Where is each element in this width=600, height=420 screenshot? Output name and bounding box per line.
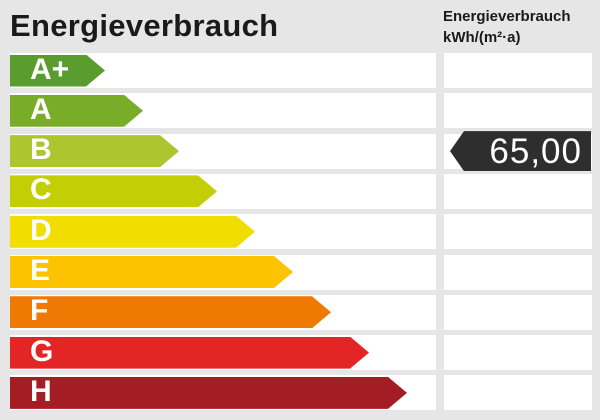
energy-class-label: F <box>30 294 49 328</box>
energy-class-label: A+ <box>30 52 70 86</box>
page-title: Energieverbrauch <box>10 8 279 43</box>
row-track-right <box>444 335 592 371</box>
row-track-right <box>444 254 592 290</box>
energy-class-arrow-g: G <box>10 337 369 369</box>
energy-class-arrow-h: H <box>10 377 407 409</box>
energy-class-arrow-d: D <box>10 216 255 248</box>
consumption-value-tag: 65,00 <box>450 131 591 172</box>
energy-class-label: E <box>30 254 51 287</box>
row-track-right <box>444 93 592 129</box>
energy-class-label: B <box>30 133 52 167</box>
row-track-right <box>444 53 592 88</box>
energy-class-arrow-aplus: A+ <box>10 55 105 87</box>
row-track-right <box>444 173 592 209</box>
energy-class-label: H <box>30 374 52 408</box>
row-track-right <box>444 294 592 330</box>
row-track-right <box>444 375 592 411</box>
row-track-right <box>444 214 592 250</box>
consumption-value: 65,00 <box>489 131 582 171</box>
energy-class-label: G <box>30 334 54 368</box>
energy-class-arrow-b: B <box>10 135 179 167</box>
value-axis-header: Energieverbrauch kWh/(m²·a) <box>443 6 571 48</box>
value-axis-header-line1: Energieverbrauch <box>443 8 571 25</box>
energy-class-arrow-e: E <box>10 256 293 288</box>
energy-class-arrow-a: A <box>10 95 143 127</box>
energy-class-arrow-f: F <box>10 296 331 328</box>
energy-class-label: C <box>30 173 52 207</box>
energy-class-label: A <box>30 92 52 126</box>
energy-class-arrow-c: C <box>10 175 217 207</box>
energy-class-label: D <box>30 213 52 247</box>
value-axis-header-line2: kWh/(m²·a) <box>443 29 521 46</box>
